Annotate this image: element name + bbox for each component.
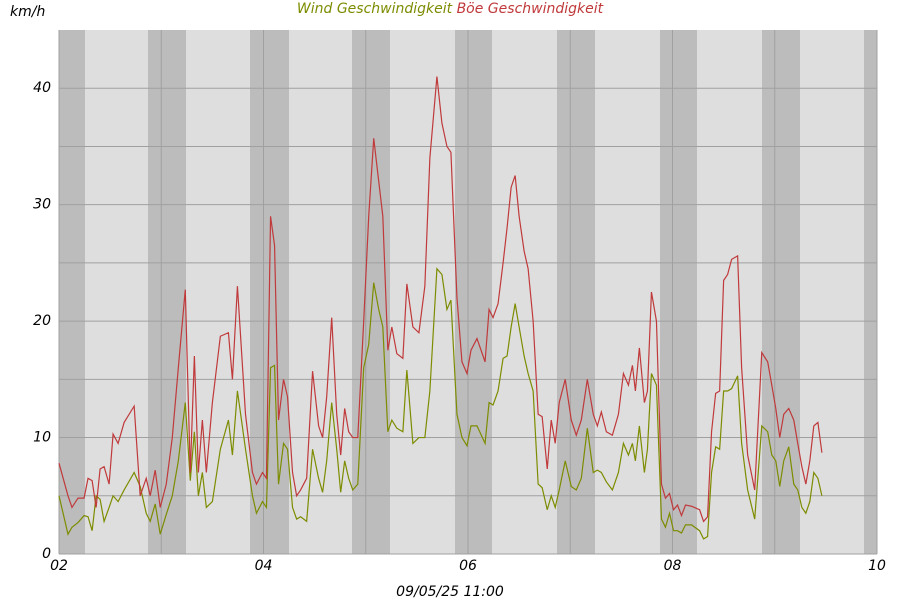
night-band (557, 30, 595, 554)
night-band (148, 30, 186, 554)
y-tick-label: 0 (42, 546, 51, 562)
x-tick-label: 04 (255, 558, 273, 574)
lines (58, 76, 823, 540)
series-line (58, 267, 823, 540)
night-band (864, 30, 877, 554)
x-tick-label: 02 (50, 558, 68, 574)
y-tick-label: 10 (33, 430, 51, 446)
legend-title: Wind Geschwindigkeit Böe Geschwindigkeit (297, 1, 604, 17)
series-line (58, 76, 823, 523)
x-tick-label: 06 (459, 558, 477, 574)
night-band (59, 30, 85, 554)
night-band (762, 30, 800, 554)
y-tick-label: 20 (33, 313, 51, 329)
x-tick-label: 08 (664, 558, 682, 574)
labels: 0 10 20 30 40 02 04 06 08 10 (33, 80, 886, 574)
footer: 09/05/25 11:00 (396, 584, 504, 600)
y-tick-label: 30 (33, 197, 51, 213)
night-band (455, 30, 492, 554)
x-tick-label: 10 (868, 558, 886, 574)
y-axis-label: km/h (10, 4, 45, 20)
night-bands (59, 30, 877, 554)
legend-entry: Böe Geschwindigkeit (457, 1, 604, 17)
legend-entry: Wind Geschwindigkeit (297, 1, 453, 17)
night-band (660, 30, 697, 554)
grid (58, 30, 878, 555)
y-tick-label: 40 (33, 80, 51, 96)
